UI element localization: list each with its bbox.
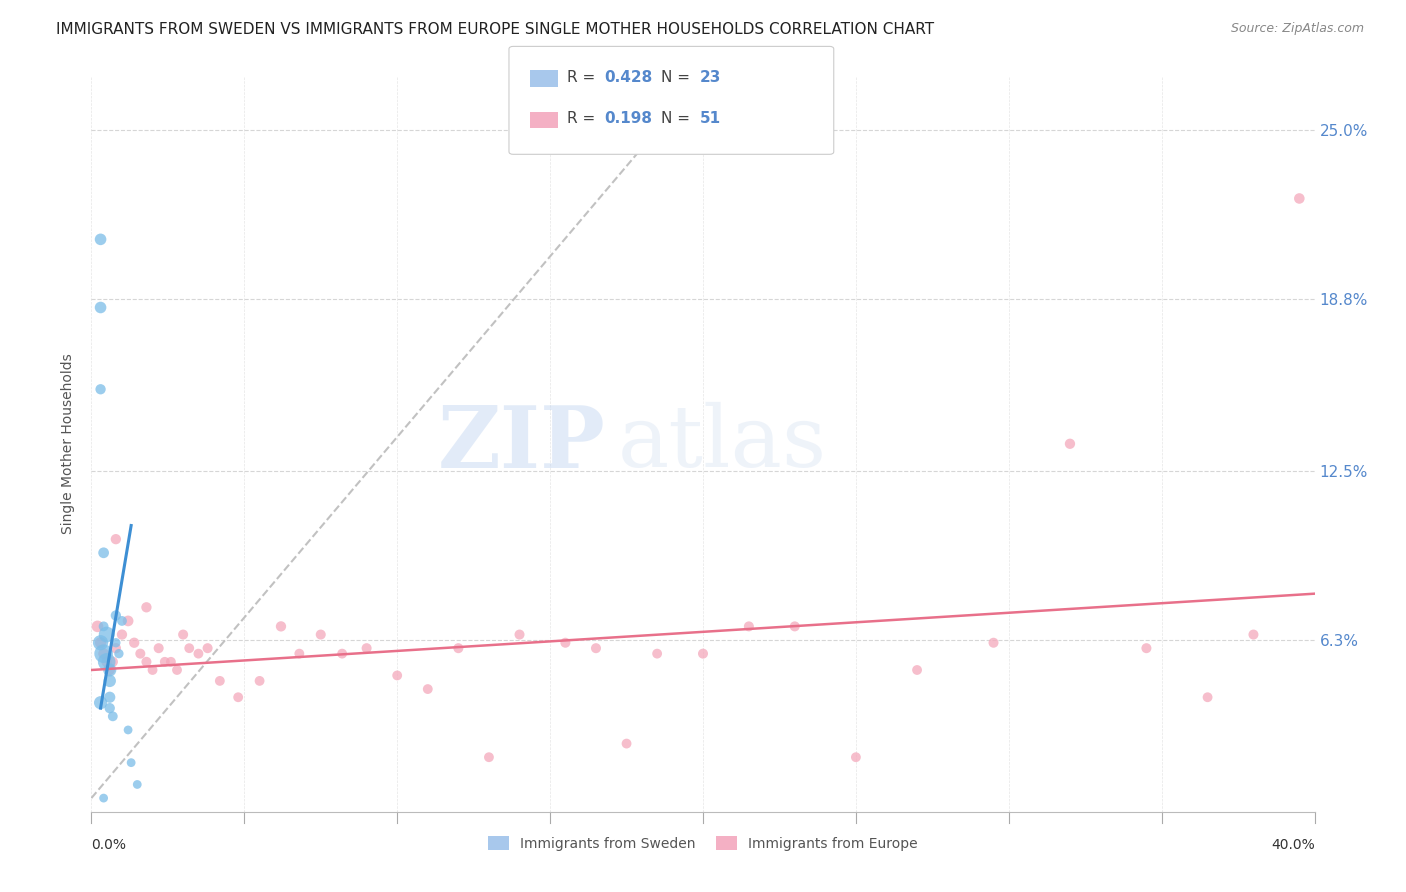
Point [90, 382, 112, 396]
Point [104, 532, 127, 546]
Text: R =: R = [567, 112, 600, 126]
Point [270, 619, 292, 633]
Point [330, 647, 353, 661]
Point [309, 627, 332, 641]
Point [616, 737, 638, 751]
Text: IMMIGRANTS FROM SWEDEN VS IMMIGRANTS FROM EUROPE SINGLE MOTHER HOUSEHOLDS CORREL: IMMIGRANTS FROM SWEDEN VS IMMIGRANTS FRO… [56, 22, 935, 37]
Point [98, 701, 121, 715]
Point [135, 600, 157, 615]
Text: 23: 23 [700, 70, 721, 85]
Point [356, 641, 378, 656]
Point [86, 619, 108, 633]
Point [96, 655, 118, 669]
Point [93, 647, 115, 661]
Point [208, 673, 231, 688]
Text: N =: N = [661, 70, 695, 85]
Point [645, 647, 668, 661]
Point [93, 791, 115, 805]
Point [585, 641, 607, 656]
Point [160, 655, 183, 669]
Point [1059, 436, 1081, 450]
Point [983, 636, 1005, 650]
Point [509, 627, 531, 641]
Point [179, 641, 201, 656]
Point [101, 655, 124, 669]
Text: 0.198: 0.198 [605, 112, 652, 126]
Text: 51: 51 [700, 112, 721, 126]
Point [90, 301, 112, 315]
Point [104, 641, 127, 656]
Point [447, 641, 470, 656]
Point [117, 614, 139, 628]
Point [96, 627, 118, 641]
Point [129, 647, 152, 661]
Point [187, 647, 209, 661]
Point [93, 619, 115, 633]
Point [249, 673, 271, 688]
Point [104, 636, 127, 650]
Point [93, 546, 115, 560]
Point [385, 668, 409, 682]
Point [90, 696, 112, 710]
Point [98, 673, 121, 688]
Point [226, 690, 249, 705]
Point [166, 663, 188, 677]
Point [117, 723, 139, 737]
Point [101, 709, 124, 723]
Point [108, 647, 131, 661]
Point [1135, 641, 1157, 656]
Point [197, 641, 219, 656]
Point [288, 647, 311, 661]
Point [90, 636, 112, 650]
Point [1288, 192, 1310, 206]
Point [692, 647, 714, 661]
Point [1243, 627, 1265, 641]
Point [127, 777, 149, 791]
Point [98, 663, 121, 677]
Point [845, 750, 868, 764]
Point [1197, 690, 1219, 705]
Point [111, 627, 134, 641]
Point [416, 681, 439, 696]
Text: ZIP: ZIP [437, 401, 605, 486]
Point [738, 619, 761, 633]
Point [98, 690, 121, 705]
Point [96, 655, 118, 669]
Point [93, 647, 115, 661]
Text: Source: ZipAtlas.com: Source: ZipAtlas.com [1230, 22, 1364, 36]
Point [111, 614, 134, 628]
Point [172, 627, 194, 641]
Text: N =: N = [661, 112, 695, 126]
Point [120, 756, 142, 770]
Point [141, 663, 163, 677]
Point [90, 636, 112, 650]
Legend: Immigrants from Sweden, Immigrants from Europe: Immigrants from Sweden, Immigrants from … [482, 830, 924, 856]
Point [122, 636, 145, 650]
Point [90, 232, 112, 246]
Point [478, 750, 501, 764]
Point [905, 663, 928, 677]
Text: R =: R = [567, 70, 600, 85]
Point [98, 663, 121, 677]
Point [104, 608, 127, 623]
Text: 40.0%: 40.0% [1271, 838, 1315, 853]
Point [783, 619, 806, 633]
Point [135, 655, 157, 669]
Y-axis label: Single Mother Households: Single Mother Households [62, 353, 76, 534]
Point [554, 636, 576, 650]
Text: 0.0%: 0.0% [91, 838, 127, 853]
Text: 0.428: 0.428 [605, 70, 652, 85]
Point [153, 655, 176, 669]
Text: atlas: atlas [617, 402, 827, 485]
Point [148, 641, 170, 656]
